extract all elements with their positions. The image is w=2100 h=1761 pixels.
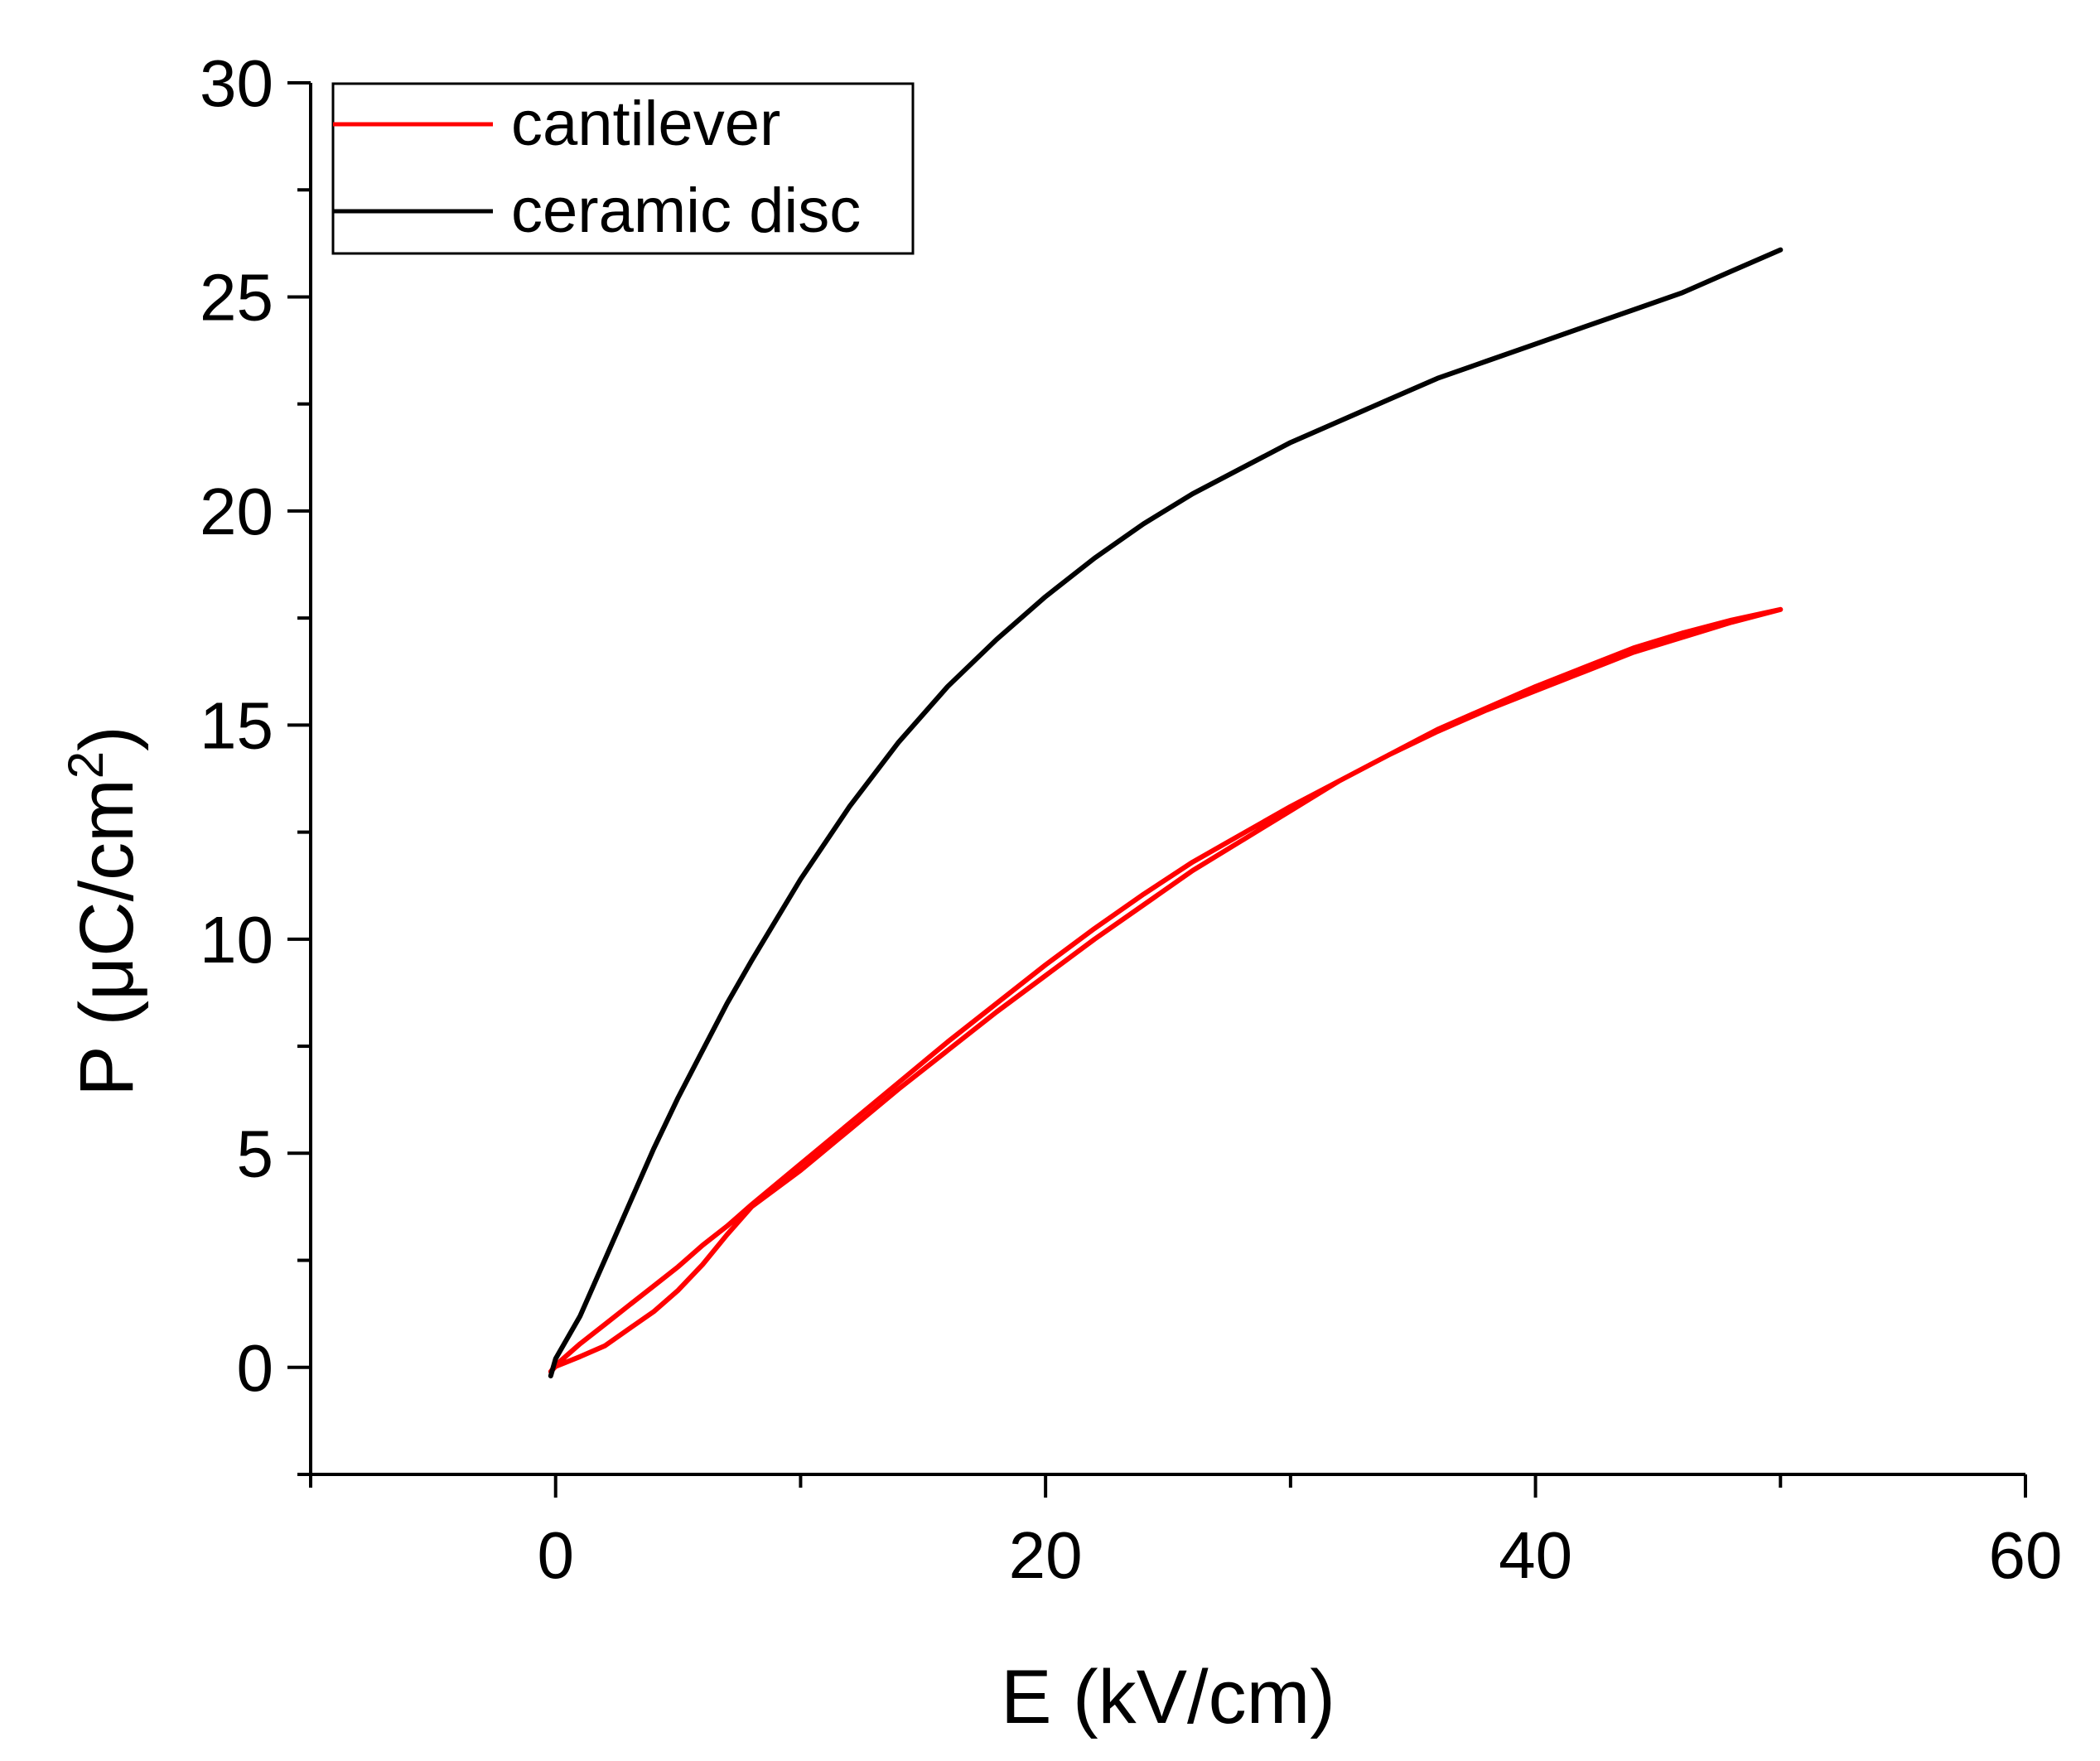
y-tick-label: 20 [200,475,273,548]
series-line-cantilever [548,606,1784,1374]
y-tick-label: 25 [200,260,273,334]
y-tick-label: 10 [200,903,273,977]
axes: 0 20 40 60 0 5 10 15 20 25 30 [200,46,2062,1592]
x-tick-label: 60 [1989,1518,2063,1592]
x-tick-label: 0 [537,1518,574,1592]
x-tick-label: 40 [1499,1518,1572,1592]
legend: cantilever ceramic disc [331,82,915,255]
y-tick-label: 15 [200,688,273,762]
series-line-ceramic-disc [548,247,1784,1379]
y-axis-title: P (μC/cm2) [58,726,149,1097]
y-tick-label: 5 [237,1117,274,1190]
y-tick-label: 30 [200,46,273,120]
y-tick-label: 0 [237,1331,274,1405]
legend-label-ceramic-disc: ceramic disc [511,176,861,246]
legend-box [331,82,915,255]
x-axis-title: E (kV/cm) [1001,1655,1335,1739]
x-tick-label: 20 [1009,1518,1083,1592]
plot-area [548,247,1784,1379]
legend-label-cantilever: cantilever [511,89,780,159]
